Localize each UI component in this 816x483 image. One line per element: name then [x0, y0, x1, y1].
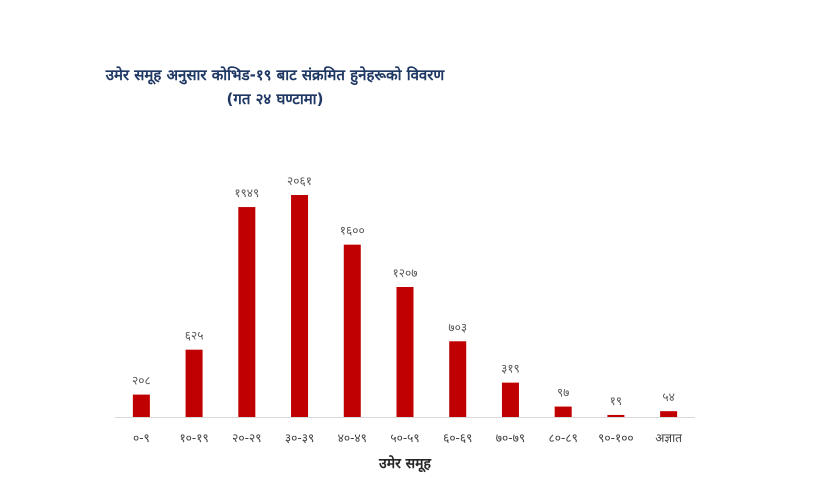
x-tick-label: अज्ञात	[655, 431, 683, 445]
data-label: २०६१	[287, 174, 312, 188]
bar	[185, 349, 203, 417]
data-label: १२०७	[393, 266, 418, 280]
bar	[501, 382, 519, 417]
bar	[607, 414, 625, 417]
bar	[449, 341, 467, 417]
data-label: ५४	[662, 390, 674, 404]
bar	[132, 394, 150, 417]
data-label: १६००	[340, 224, 365, 238]
x-tick-label: ६०-६९	[443, 431, 472, 445]
data-label: ३१९	[501, 362, 520, 376]
x-tick-label: ४०-४९	[338, 431, 367, 445]
x-tick-label: ०-९	[133, 431, 150, 445]
x-tick-label: ३०-३९	[285, 431, 314, 445]
chart-title: उमेर समूह अनुसार कोभिड-१९ बाट संक्रमित ह…	[105, 66, 446, 86]
x-tick-label: ९०-१००	[598, 431, 634, 445]
data-label: २०८	[132, 374, 151, 388]
x-tick-label: ७०-७९	[496, 431, 525, 445]
x-axis-title: उमेर समूह	[378, 455, 431, 473]
x-tick-label: ५०-५९	[390, 431, 419, 445]
chart-subtitle: (गत २४ घण्टामा)	[227, 90, 324, 108]
bar	[660, 411, 678, 417]
bar	[291, 195, 309, 417]
data-label: ७०३	[448, 320, 467, 334]
data-label: १९४९	[234, 186, 259, 200]
bar	[396, 286, 414, 417]
data-label: ९७	[557, 386, 569, 400]
x-tick-label: १०-१९	[179, 431, 208, 445]
bar	[343, 244, 361, 417]
x-tick-label: ८०-८९	[549, 431, 578, 445]
bar	[554, 406, 572, 417]
bar	[238, 207, 256, 417]
x-tick-label: २०-२९	[232, 431, 261, 445]
data-label: १९	[610, 394, 622, 408]
data-label: ६२५	[185, 329, 204, 343]
